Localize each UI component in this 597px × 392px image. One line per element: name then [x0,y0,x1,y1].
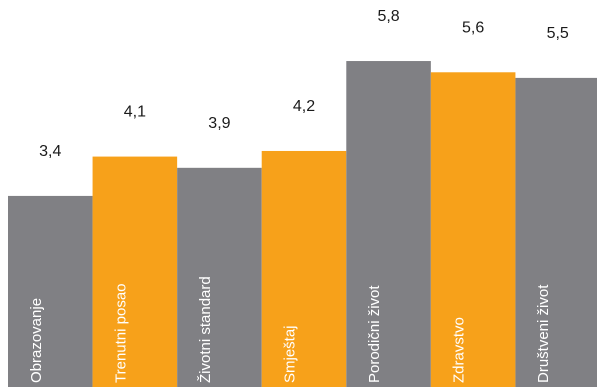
bar-4 [346,61,431,387]
bar-3 [261,150,347,387]
category-labels-layer: Obrazovanje Trenutni posao Životni standar… [28,276,552,383]
value-label-6: 5,5 [547,25,569,42]
bar-5 [430,72,516,387]
bars-layer [8,61,597,388]
bar-6 [515,77,597,388]
value-labels-layer: 3,4 4,1 3,9 4,2 5,8 5,6 5,5 [39,8,569,160]
category-label-2: Životni standard [197,276,214,383]
category-label-5: Zdravstvo [451,317,468,383]
category-label-1: Trenutni posao [112,283,129,383]
value-label-4: 5,8 [377,8,399,25]
value-label-3: 4,2 [293,98,315,115]
value-label-5: 5,6 [462,19,484,36]
category-label-6: Društveni život [535,284,552,383]
value-label-2: 3,9 [208,115,230,132]
bar-2 [177,167,262,387]
category-label-4: Porodični život [366,285,383,383]
bar-1 [92,156,178,387]
value-label-1: 4,1 [124,104,146,121]
bar-0 [8,195,93,387]
category-label-0: Obrazovanje [28,298,45,383]
category-label-3: Smještaj [282,325,299,383]
value-label-0: 3,4 [39,143,61,160]
